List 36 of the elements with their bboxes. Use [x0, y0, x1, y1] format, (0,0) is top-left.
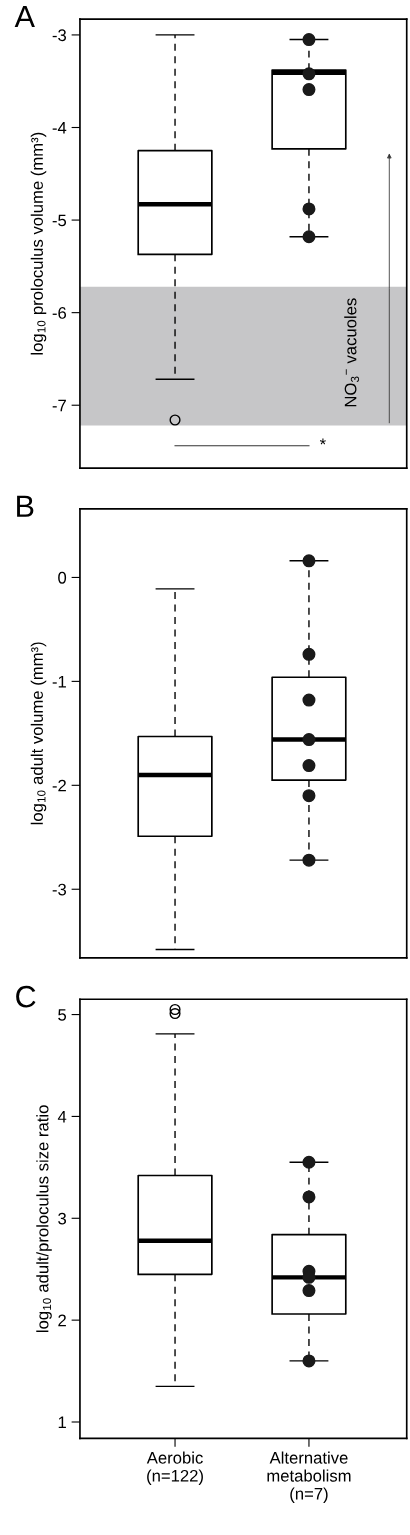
y-tick-label: 5: [58, 1009, 67, 1021]
y-tick-label: -2: [52, 779, 66, 792]
y-tick-label: -6: [52, 307, 67, 319]
y-tick-label: -5: [52, 214, 67, 227]
point: [302, 202, 316, 216]
y-axis-title: log$_{10}$ adult/proloculus size ratio: [36, 1105, 52, 1332]
x-tick-label: Aerobic (n=122): [146, 1451, 203, 1485]
chart-title: A: [14, 6, 35, 28]
point: [302, 230, 316, 244]
y-tick-label: 4: [57, 1111, 67, 1123]
annotation: *: [319, 438, 326, 445]
y-axis-title: log$_{10}$ proloculus volume (mm³): [30, 132, 47, 355]
chart-title: C: [16, 985, 36, 1008]
y-tick-label: -7: [52, 399, 66, 412]
point: [302, 733, 316, 747]
point: [302, 67, 316, 81]
point: [302, 759, 316, 773]
x-tick-label: Alternative metabolism (n=7): [267, 1451, 351, 1503]
point: [302, 647, 316, 661]
band-label: NO$_{3}$$^{−}$ vacuoles: [344, 298, 360, 407]
y-axis-title: log$_{10}$ adult volume (mm³): [30, 642, 47, 825]
y-tick-label: -3: [52, 883, 67, 896]
point: [302, 789, 316, 803]
point: [302, 693, 316, 707]
y-tick-label: -1: [52, 675, 66, 688]
y-tick-label: -4: [52, 122, 67, 134]
y-tick-label: 1: [58, 1416, 66, 1429]
y-tick-label: 2: [58, 1314, 66, 1327]
point: [302, 554, 316, 568]
point: [302, 853, 316, 867]
point: [302, 33, 316, 47]
y-tick-label: 3: [58, 1212, 67, 1225]
y-tick-label: 0: [58, 571, 67, 584]
chart-title: B: [17, 495, 34, 517]
point: [302, 83, 316, 97]
y-tick-label: -3: [52, 29, 67, 42]
